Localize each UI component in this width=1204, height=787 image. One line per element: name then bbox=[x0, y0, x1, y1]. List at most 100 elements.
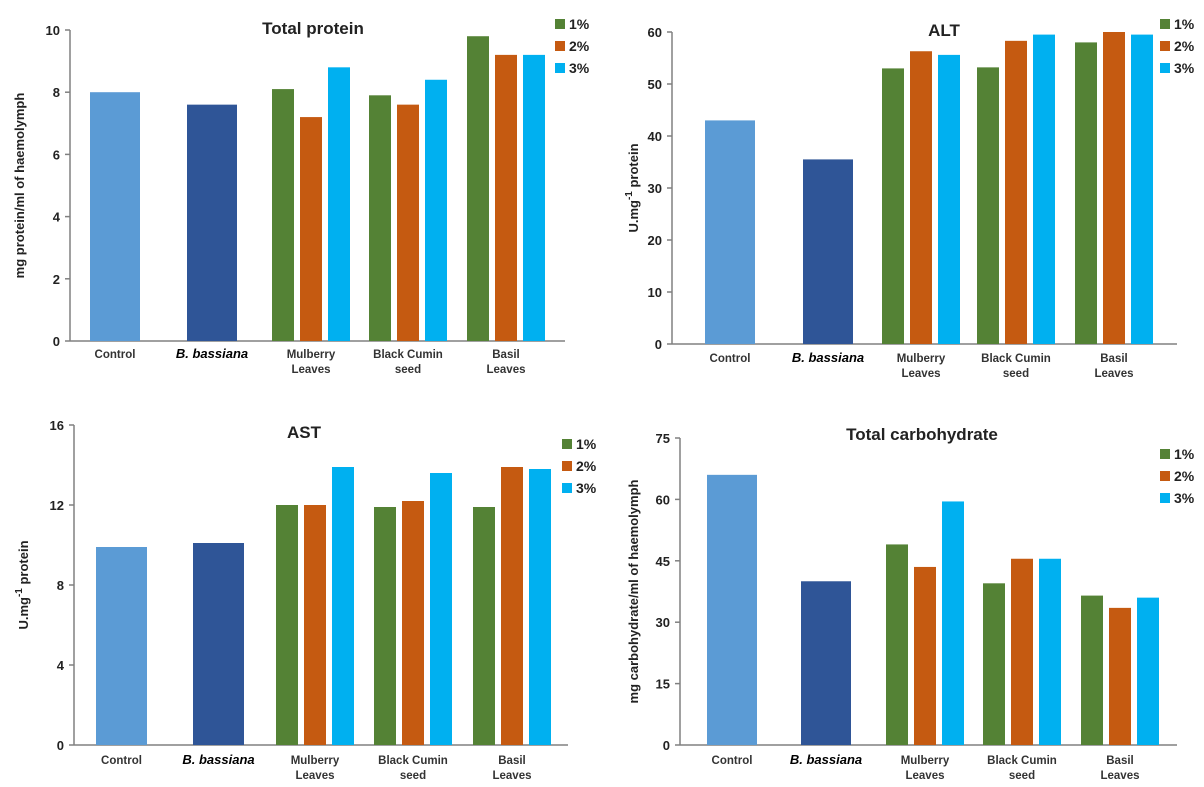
legend-label: 1% bbox=[1174, 16, 1195, 32]
bar-1pct-group-1 bbox=[882, 68, 904, 345]
x-category-label: B. bassiana bbox=[792, 350, 864, 365]
y-tick-label: 45 bbox=[656, 554, 670, 569]
bar-1pct-group-1 bbox=[272, 89, 294, 341]
y-tick-label: 8 bbox=[57, 578, 64, 593]
y-tick-label: 30 bbox=[656, 615, 670, 630]
legend-swatch bbox=[1160, 471, 1170, 481]
y-tick-label: 15 bbox=[656, 677, 670, 692]
y-axis-label: mg carbohydrate/ml of haemolymph bbox=[626, 479, 641, 703]
y-tick-label: 12 bbox=[50, 498, 64, 513]
x-category-label: Black Cumin bbox=[373, 349, 443, 361]
y-tick-label: 20 bbox=[648, 233, 662, 248]
bar-b-bassiana bbox=[193, 543, 244, 745]
x-category-label: Leaves bbox=[901, 368, 940, 380]
y-tick-label: 75 bbox=[656, 431, 670, 446]
x-category-label: B. bassiana bbox=[790, 752, 862, 767]
chart-2: ALT U.mg-1 protein 0 10 20 30 40 50 60 Control B. … bbox=[624, 16, 1195, 380]
x-category-label: seed bbox=[395, 364, 421, 376]
bar-2pct-group-2 bbox=[397, 104, 419, 341]
bar-3pct-group-1 bbox=[332, 467, 354, 745]
bar-control bbox=[90, 92, 140, 341]
y-tick-label: 4 bbox=[53, 210, 61, 225]
legend-swatch bbox=[562, 439, 572, 449]
x-category-label: Mulberry bbox=[901, 755, 950, 767]
bar-3pct-group-3 bbox=[1131, 34, 1153, 344]
legend-label: 2% bbox=[1174, 38, 1195, 54]
bar-3pct-group-2 bbox=[1033, 34, 1055, 344]
x-category-label: Control bbox=[95, 349, 136, 361]
y-tick-label: 10 bbox=[648, 285, 662, 300]
legend-swatch bbox=[1160, 493, 1170, 503]
legend-label: 2% bbox=[1174, 468, 1195, 484]
bar-1pct-group-3 bbox=[1075, 42, 1097, 345]
chart-title: AST bbox=[287, 423, 322, 442]
x-category-label: Control bbox=[710, 353, 751, 365]
legend-label: 2% bbox=[569, 38, 590, 54]
y-tick-label: 0 bbox=[655, 337, 662, 352]
legend-swatch bbox=[555, 41, 565, 51]
x-category-label: Black Cumin bbox=[987, 755, 1057, 767]
bar-3pct-group-1 bbox=[942, 501, 964, 745]
y-tick-label: 40 bbox=[648, 129, 662, 144]
chart-title: Total carbohydrate bbox=[846, 425, 998, 444]
x-category-label: Black Cumin bbox=[981, 353, 1051, 365]
bar-3pct-group-1 bbox=[328, 67, 350, 341]
bar-3pct-group-2 bbox=[425, 79, 447, 341]
x-category-label: Mulberry bbox=[287, 349, 336, 361]
chart-title: Total protein bbox=[262, 19, 364, 38]
legend-swatch bbox=[1160, 41, 1170, 51]
bar-2pct-group-2 bbox=[402, 501, 424, 745]
x-category-label: Leaves bbox=[1100, 770, 1139, 782]
legend-label: 2% bbox=[576, 458, 597, 474]
y-axis-label: U.mg-1 protein bbox=[624, 143, 641, 232]
bar-1pct-group-2 bbox=[369, 95, 391, 341]
y-tick-label: 0 bbox=[663, 738, 670, 753]
bar-3pct-group-3 bbox=[1137, 597, 1159, 745]
bar-2pct-group-3 bbox=[1109, 607, 1131, 745]
chart-3: AST U.mg-1 protein 0 4 8 12 16 Control B. bassia… bbox=[14, 418, 597, 782]
bar-3pct-group-3 bbox=[523, 54, 545, 341]
x-category-label: Leaves bbox=[1094, 368, 1133, 380]
bar-1pct-group-2 bbox=[983, 583, 1005, 745]
x-category-label: Basil bbox=[498, 755, 526, 767]
bar-2pct-group-3 bbox=[495, 54, 517, 341]
y-tick-label: 30 bbox=[648, 181, 662, 196]
x-category-label: B. bassiana bbox=[176, 346, 248, 361]
legend-swatch bbox=[1160, 63, 1170, 73]
x-category-label: B. bassiana bbox=[182, 752, 254, 767]
y-tick-label: 0 bbox=[53, 334, 60, 349]
bar-2pct-group-1 bbox=[304, 505, 326, 745]
bar-2pct-group-1 bbox=[300, 117, 322, 341]
y-tick-label: 10 bbox=[46, 23, 60, 38]
legend-label: 3% bbox=[569, 60, 590, 76]
y-axis-label: mg protein/ml of haemolymph bbox=[12, 93, 27, 279]
legend-swatch bbox=[555, 19, 565, 29]
legend-label: 1% bbox=[1174, 446, 1195, 462]
chart-1: Total protein mg protein/ml of haemolymph… bbox=[12, 16, 590, 376]
legend-swatch bbox=[562, 461, 572, 471]
bar-3pct-group-2 bbox=[1039, 558, 1061, 745]
bar-2pct-group-3 bbox=[1103, 32, 1125, 344]
bar-b-bassiana bbox=[801, 581, 851, 745]
x-category-label: Black Cumin bbox=[378, 755, 448, 767]
legend-label: 3% bbox=[1174, 490, 1195, 506]
bar-1pct-group-1 bbox=[886, 544, 908, 745]
bar-3pct-group-1 bbox=[938, 54, 960, 344]
x-category-label: Basil bbox=[1100, 353, 1128, 365]
y-tick-label: 16 bbox=[50, 418, 64, 433]
x-category-label: Leaves bbox=[291, 364, 330, 376]
legend-label: 1% bbox=[569, 16, 590, 32]
bar-control bbox=[705, 120, 755, 345]
legend-swatch bbox=[1160, 19, 1170, 29]
bar-2pct-group-1 bbox=[910, 51, 932, 345]
bar-1pct-group-2 bbox=[977, 67, 999, 345]
bar-2pct-group-1 bbox=[914, 566, 936, 745]
bar-3pct-group-2 bbox=[430, 473, 452, 745]
y-tick-label: 2 bbox=[53, 272, 60, 287]
y-tick-label: 6 bbox=[53, 147, 60, 162]
chart-4: Total carbohydrate mg carbohydrate/ml of … bbox=[626, 425, 1195, 782]
bar-2pct-group-3 bbox=[501, 467, 523, 745]
x-category-label: seed bbox=[1009, 770, 1035, 782]
bar-control bbox=[96, 547, 147, 745]
